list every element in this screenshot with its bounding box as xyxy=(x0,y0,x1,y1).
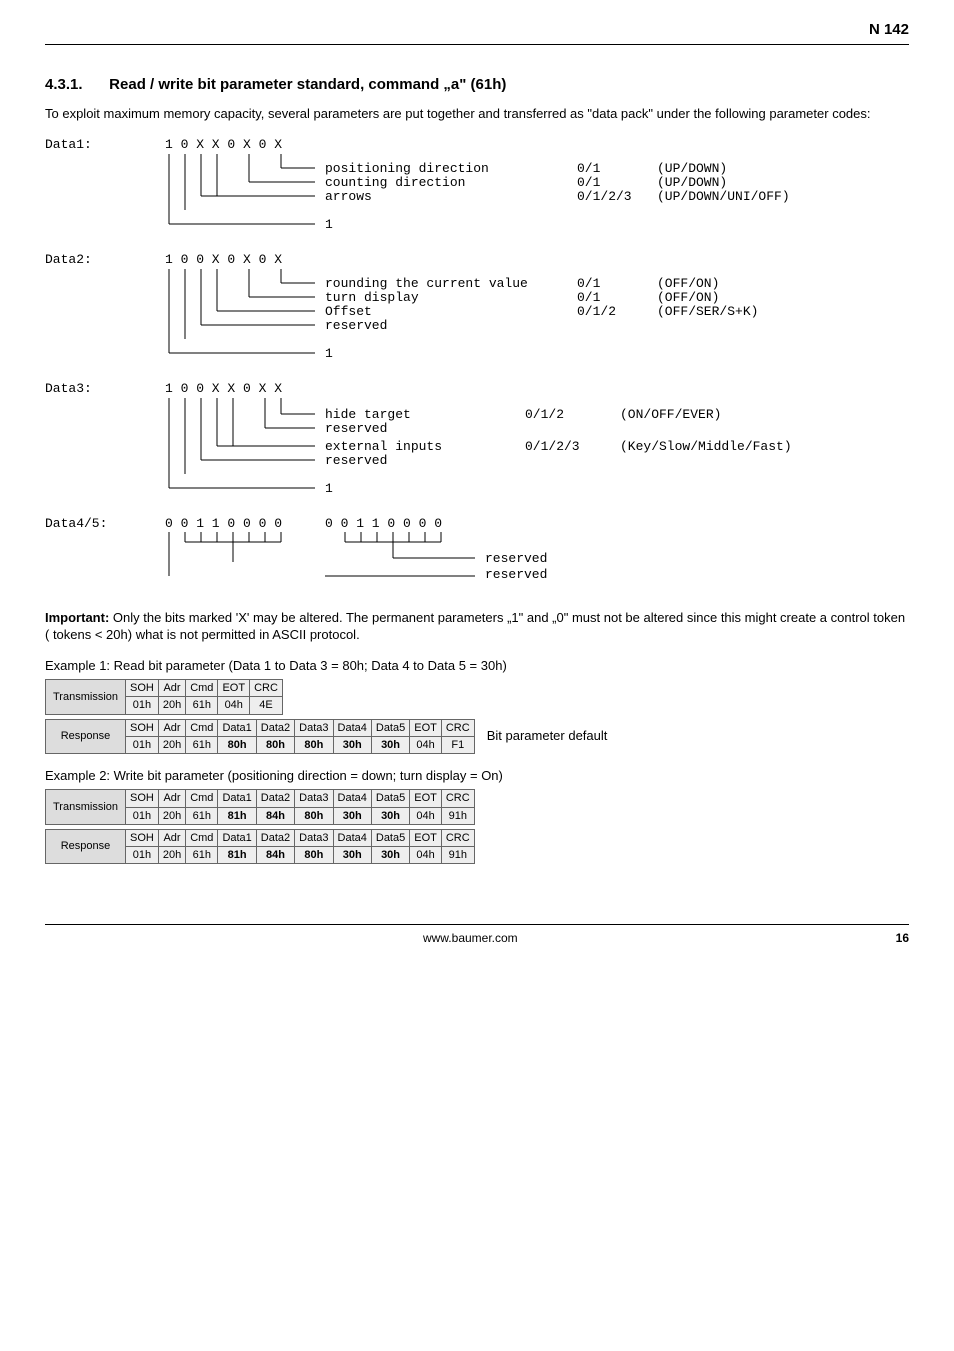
svg-text:hide target: hide target xyxy=(325,407,411,422)
example1-title: Example 1: Read bit parameter (Data 1 to… xyxy=(45,658,909,675)
diag-label: Data1: xyxy=(45,137,165,154)
svg-text:arrows: arrows xyxy=(325,189,372,204)
footer-page: 16 xyxy=(896,931,909,947)
svg-text:0/1: 0/1 xyxy=(577,161,601,176)
tx-label: Transmission xyxy=(46,680,126,715)
bracket-svg xyxy=(165,532,295,582)
packet-table: Transmission SOH Adr Cmd EOT CRC 01h 20h… xyxy=(45,679,283,715)
svg-text:0/1: 0/1 xyxy=(577,290,601,305)
diag-bits: 1 0 0 X 0 X 0 X xyxy=(165,252,875,269)
svg-text:Offset: Offset xyxy=(325,304,372,319)
svg-text:0/1: 0/1 xyxy=(577,276,601,291)
diag-bits: 0 0 1 1 0 0 0 0 xyxy=(165,516,295,533)
bracket-svg: positioning direction 0/1 (UP/DOWN) coun… xyxy=(165,154,875,234)
header-code: N 142 xyxy=(45,20,909,40)
svg-text:0/1/2: 0/1/2 xyxy=(577,304,616,319)
svg-text:reserved: reserved xyxy=(485,551,547,566)
diag-bits: 1 0 X X 0 X 0 X xyxy=(165,137,875,154)
bit-param-default-note: Bit parameter default xyxy=(487,728,608,745)
tx-label: Transmission xyxy=(46,790,126,825)
packet-table: Transmission SOH Adr Cmd Data1 Data2 Dat… xyxy=(45,789,475,825)
diag-label: Data4/5: xyxy=(45,516,165,533)
svg-text:reserved: reserved xyxy=(325,453,387,468)
example1-response: Response SOH Adr Cmd Data1 Data2 Data3 D… xyxy=(45,719,909,755)
important-text: Only the bits marked 'X' may be altered.… xyxy=(45,610,905,642)
svg-text:(OFF/SER/S+K): (OFF/SER/S+K) xyxy=(657,304,758,319)
packet-table: Response SOH Adr Cmd Data1 Data2 Data3 D… xyxy=(45,719,475,755)
example1-transmission: Transmission SOH Adr Cmd EOT CRC 01h 20h… xyxy=(45,679,909,715)
packet-table: Response SOH Adr Cmd Data1 Data2 Data3 D… xyxy=(45,829,475,865)
svg-text:(ON/OFF/EVER): (ON/OFF/EVER) xyxy=(620,407,721,422)
page-header: N 142 xyxy=(45,20,909,45)
svg-text:1: 1 xyxy=(325,481,333,496)
svg-text:turn display: turn display xyxy=(325,290,419,305)
example2-transmission: Transmission SOH Adr Cmd Data1 Data2 Dat… xyxy=(45,789,909,825)
page-footer: www.baumer.com 16 xyxy=(45,924,909,947)
diagram-data1: Data1: 1 0 X X 0 X 0 X xyxy=(45,137,909,234)
svg-text:1: 1 xyxy=(325,217,333,232)
svg-text:reserved: reserved xyxy=(325,421,387,436)
section-number: 4.3.1. xyxy=(45,75,105,95)
example2-response: Response SOH Adr Cmd Data1 Data2 Data3 D… xyxy=(45,829,909,865)
rx-label: Response xyxy=(46,829,126,864)
intro-paragraph: To exploit maximum memory capacity, seve… xyxy=(45,106,909,123)
svg-text:0/1/2: 0/1/2 xyxy=(525,407,564,422)
svg-text:0/1/2/3: 0/1/2/3 xyxy=(577,189,632,204)
svg-text:(UP/DOWN/UNI/OFF): (UP/DOWN/UNI/OFF) xyxy=(657,189,790,204)
svg-text:0/1: 0/1 xyxy=(577,175,601,190)
footer-site: www.baumer.com xyxy=(423,931,518,947)
bracket-svg: rounding the current value 0/1 (OFF/ON) … xyxy=(165,269,875,363)
svg-text:rounding the current value: rounding the current value xyxy=(325,276,528,291)
diag-label: Data2: xyxy=(45,252,165,269)
diag-bits: 1 0 0 X X 0 X X xyxy=(165,381,875,398)
important-label: Important: xyxy=(45,610,109,625)
svg-text:reserved: reserved xyxy=(325,318,387,333)
arm-text: positioning direction xyxy=(325,161,489,176)
svg-text:external inputs: external inputs xyxy=(325,439,442,454)
svg-text:(UP/DOWN): (UP/DOWN) xyxy=(657,161,727,176)
diagram-data3: Data3: 1 0 0 X X 0 X X xyxy=(45,381,909,498)
important-note: Important: Only the bits marked 'X' may … xyxy=(45,610,909,644)
example2-title: Example 2: Write bit parameter (position… xyxy=(45,768,909,785)
svg-text:reserved: reserved xyxy=(485,567,547,582)
bracket-svg: reserved reserved xyxy=(325,532,725,592)
svg-text:(UP/DOWN): (UP/DOWN) xyxy=(657,175,727,190)
bracket-svg: hide target 0/1/2 (ON/OFF/EVER) reserved… xyxy=(165,398,875,498)
section-heading: 4.3.1. Read / write bit parameter standa… xyxy=(45,75,909,95)
diag-bits: 0 0 1 1 0 0 0 0 xyxy=(325,516,725,533)
diag-label: Data3: xyxy=(45,381,165,398)
svg-text:(Key/Slow/Middle/Fast): (Key/Slow/Middle/Fast) xyxy=(620,439,792,454)
section-title: Read / write bit parameter standard, com… xyxy=(109,76,506,93)
rx-label: Response xyxy=(46,719,126,754)
diagram-data2: Data2: 1 0 0 X 0 X 0 X rounding th xyxy=(45,252,909,363)
svg-text:(OFF/ON): (OFF/ON) xyxy=(657,276,719,291)
svg-text:counting direction: counting direction xyxy=(325,175,465,190)
diagram-data45: Data4/5: 0 0 1 1 0 0 0 0 xyxy=(45,516,909,593)
svg-text:0/1/2/3: 0/1/2/3 xyxy=(525,439,580,454)
svg-text:(OFF/ON): (OFF/ON) xyxy=(657,290,719,305)
svg-text:1: 1 xyxy=(325,346,333,361)
